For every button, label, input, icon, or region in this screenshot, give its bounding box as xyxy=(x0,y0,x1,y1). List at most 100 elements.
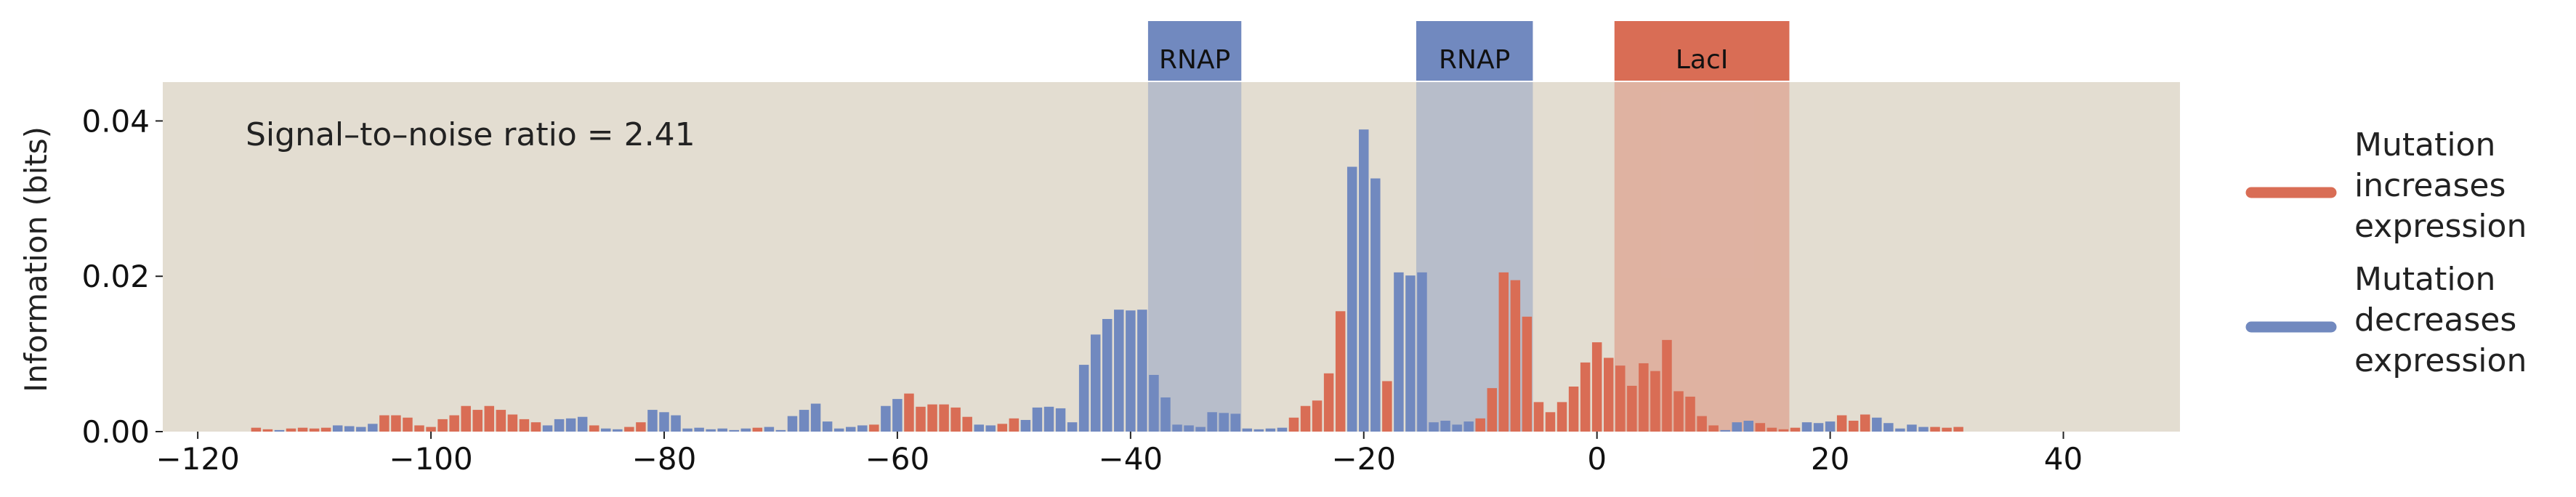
bar-pos--12 xyxy=(1452,424,1462,432)
bar-pos-18 xyxy=(1801,422,1812,432)
region-label-1: RNAP xyxy=(1439,45,1510,75)
bar-pos--15 xyxy=(1417,272,1427,432)
bar-pos--33 xyxy=(1207,412,1217,432)
x-tick-label: 0 xyxy=(1587,441,1607,477)
bar-pos--3 xyxy=(1556,402,1567,432)
legend-label-1: expression xyxy=(2354,342,2527,379)
bar-pos--100 xyxy=(426,427,436,432)
bar-pos--29 xyxy=(1253,429,1264,432)
region-header-2 xyxy=(1614,21,1790,81)
bar-pos--47 xyxy=(1043,406,1054,432)
bar-pos-14 xyxy=(1755,423,1766,432)
bar-pos--21 xyxy=(1346,166,1357,432)
bar-pos--90 xyxy=(542,425,553,432)
bar-pos--109 xyxy=(320,427,331,432)
bar-pos--85 xyxy=(601,428,611,432)
region-header-0 xyxy=(1147,21,1242,81)
bar-pos--41 xyxy=(1114,310,1124,432)
bar-pos--88 xyxy=(565,418,576,432)
bar-pos--93 xyxy=(507,414,518,432)
bar-pos--67 xyxy=(810,403,821,432)
bar-pos--49 xyxy=(1020,419,1031,432)
bar-pos--60 xyxy=(892,399,903,432)
legend-label-0: Mutation xyxy=(2354,126,2495,163)
legend-label-1: decreases xyxy=(2354,302,2516,339)
bar-pos--1 xyxy=(1580,362,1591,432)
bar-pos--82 xyxy=(636,422,646,432)
signal-to-noise-annotation: Signal–to–noise ratio = 2.41 xyxy=(246,116,695,153)
bar-pos-26 xyxy=(1895,428,1905,432)
region-label-0: RNAP xyxy=(1159,45,1230,75)
bar-pos--9 xyxy=(1487,388,1498,432)
bars xyxy=(251,129,1963,432)
bar-pos--22 xyxy=(1335,311,1346,432)
bar-pos--20 xyxy=(1359,129,1369,432)
bar-pos-20 xyxy=(1825,421,1836,432)
bar-pos--105 xyxy=(368,424,378,432)
bar-pos-4 xyxy=(1639,363,1649,432)
bar-pos--62 xyxy=(869,424,879,432)
bar-pos--16 xyxy=(1405,275,1416,432)
legend-label-0: increases xyxy=(2354,167,2506,204)
x-tick-label: 20 xyxy=(1811,441,1849,477)
bar-pos--27 xyxy=(1277,427,1288,432)
bar-pos--59 xyxy=(904,393,914,432)
bar-pos-23 xyxy=(1860,414,1870,432)
bar-pos--111 xyxy=(297,427,308,432)
bar-pos--50 xyxy=(1009,418,1020,432)
bar-pos--77 xyxy=(694,427,704,432)
bar-pos--96 xyxy=(472,410,483,432)
bar-pos-5 xyxy=(1650,371,1660,432)
x-tick-label: 40 xyxy=(2044,441,2083,477)
bar-pos--40 xyxy=(1126,310,1136,432)
bar-pos--108 xyxy=(332,425,343,432)
bar-pos--75 xyxy=(717,428,727,432)
bar-pos--98 xyxy=(449,415,459,432)
bar-pos--2 xyxy=(1568,387,1579,432)
bar-pos--42 xyxy=(1102,319,1113,432)
bar-pos--58 xyxy=(916,406,926,432)
bar-pos--102 xyxy=(403,417,413,432)
bar-pos--44 xyxy=(1078,365,1089,432)
bar-pos--45 xyxy=(1067,422,1078,432)
bar-pos--91 xyxy=(530,422,541,432)
x-tick-label: −80 xyxy=(632,441,697,477)
region-label-2: LacI xyxy=(1676,45,1729,75)
bar-pos--10 xyxy=(1475,418,1485,432)
bar-pos--89 xyxy=(554,419,565,432)
bar-pos-19 xyxy=(1813,423,1824,432)
bar-pos--79 xyxy=(671,415,681,432)
bar-pos--69 xyxy=(787,416,798,432)
bar-pos--14 xyxy=(1429,422,1439,432)
bar-pos--73 xyxy=(740,428,751,432)
bar-pos-13 xyxy=(1743,421,1754,432)
bar-pos--103 xyxy=(391,415,401,432)
bar-pos--52 xyxy=(985,425,996,432)
bar-pos--53 xyxy=(974,424,984,432)
legend: Mutation increases expression Mutation decre… xyxy=(2245,126,2527,379)
bar-pos-9 xyxy=(1697,416,1707,432)
bar-pos-12 xyxy=(1732,422,1742,432)
bar-pos--104 xyxy=(379,415,389,432)
bar-pos-8 xyxy=(1685,396,1695,432)
bar-pos-16 xyxy=(1778,429,1789,432)
bar-pos--5 xyxy=(1533,402,1544,432)
bar-pos--70 xyxy=(775,429,786,432)
bar-pos--66 xyxy=(822,421,833,432)
bar-pos--11 xyxy=(1463,421,1474,432)
region-header-1 xyxy=(1416,21,1533,81)
bar-pos-0 xyxy=(1591,342,1602,432)
bar-pos--26 xyxy=(1288,417,1299,432)
bar-pos-10 xyxy=(1708,425,1719,432)
bar-pos-21 xyxy=(1836,415,1847,432)
bar-pos--84 xyxy=(613,429,623,432)
bar-pos--6 xyxy=(1522,316,1533,432)
bar-pos-28 xyxy=(1918,427,1929,432)
legend-label-0: expression xyxy=(2354,208,2527,245)
bar-pos--17 xyxy=(1394,272,1404,432)
x-tick-label: −20 xyxy=(1331,441,1396,477)
bar-pos-15 xyxy=(1767,427,1777,432)
bar-pos--72 xyxy=(752,427,763,432)
bar-pos--7 xyxy=(1510,280,1521,432)
